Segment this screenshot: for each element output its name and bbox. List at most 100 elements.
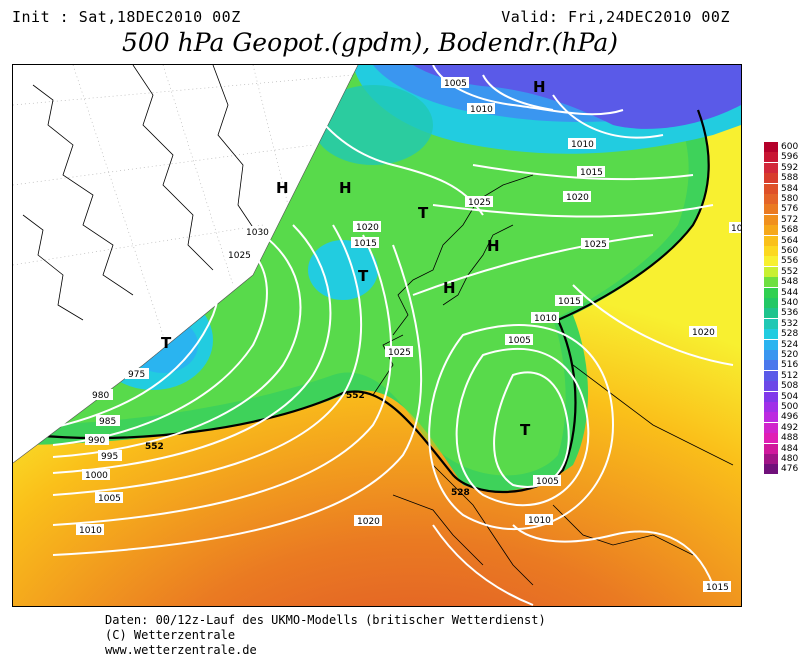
- legend-entry: 584: [764, 183, 799, 194]
- graticule: [13, 65, 354, 366]
- legend-label: 560: [781, 246, 799, 256]
- legend-label: 596: [781, 152, 799, 163]
- legend-swatch: [764, 256, 778, 267]
- isobar-labels: 1005 1010 1010 1015 1020 1025 1025 1030 …: [76, 77, 741, 593]
- legend-entry: 524: [764, 339, 799, 350]
- isobar-label: 1005: [441, 77, 469, 89]
- legend-swatch: [764, 422, 778, 433]
- isobar-label: 1010: [467, 103, 495, 115]
- isobar-label: 995: [98, 450, 122, 462]
- high-center: H: [533, 78, 546, 96]
- init-time: Init : Sat,18DEC2010 00Z: [12, 8, 241, 26]
- isobar-label: 1015: [703, 581, 731, 593]
- legend-swatch: [764, 162, 778, 173]
- north-coastlines: [22, 65, 259, 321]
- legend-entry: 516: [764, 360, 798, 371]
- isobar-label: 1020: [353, 221, 381, 233]
- isobar-label: 1020: [689, 326, 717, 338]
- legend-swatch: [764, 298, 778, 308]
- svg-text:1025: 1025: [388, 348, 411, 358]
- legend-swatch: [764, 152, 778, 163]
- svg-text:1015: 1015: [558, 297, 581, 307]
- valid-time: Valid: Fri,24DEC2010 00Z: [501, 8, 730, 26]
- high-center: H: [487, 237, 500, 255]
- data-wedge-border: [13, 65, 359, 464]
- legend-swatch: [764, 412, 778, 423]
- legend-label: 548: [781, 277, 799, 288]
- legend-entry: 512: [764, 370, 798, 381]
- legend-entry: 572: [764, 214, 798, 225]
- isobar-label: 1025: [581, 238, 609, 250]
- legend-swatch: [764, 235, 778, 246]
- legend-entry: 536: [764, 308, 798, 319]
- legend-label: 480: [781, 454, 799, 464]
- svg-text:1010: 1010: [528, 516, 551, 526]
- legend-label: 532: [781, 318, 799, 329]
- footer-url: www.wetterzentrale.de: [105, 643, 257, 657]
- legend-entry: 500: [764, 402, 798, 412]
- svg-text:1020: 1020: [566, 193, 589, 203]
- svg-text:1005: 1005: [536, 477, 559, 487]
- isobar-label: 1025: [385, 346, 413, 358]
- legend-swatch: [764, 266, 778, 277]
- field-low-mid: [308, 240, 378, 300]
- legend-label: 556: [781, 256, 799, 267]
- europe-coastlines: [372, 174, 734, 586]
- legend-swatch: [764, 142, 778, 152]
- legend-swatch: [764, 454, 778, 464]
- legend-label: 592: [781, 162, 799, 173]
- legend-swatch: [764, 391, 778, 402]
- svg-text:1025: 1025: [468, 198, 491, 208]
- legend-swatch: [764, 246, 778, 256]
- svg-text:985: 985: [99, 417, 116, 427]
- legend-label: 488: [781, 433, 799, 444]
- legend-label: 576: [781, 204, 799, 215]
- svg-text:1010: 1010: [571, 140, 594, 150]
- svg-text:1020: 1020: [692, 328, 715, 338]
- legend-label: 564: [781, 235, 799, 246]
- svg-text:1010: 1010: [79, 526, 102, 536]
- isobar-label: 1030: [243, 226, 271, 238]
- contour-labels: 552 552 528: [145, 391, 470, 498]
- legend-label: 584: [781, 183, 799, 194]
- low-center: T: [358, 267, 369, 285]
- legend-entry: 476: [764, 464, 799, 475]
- svg-text:1015: 1015: [731, 224, 741, 234]
- legend-swatch: [764, 433, 778, 444]
- svg-text:1005: 1005: [444, 79, 467, 89]
- legend-swatch: [764, 214, 778, 225]
- high-center: H: [339, 179, 352, 197]
- legend-swatch: [764, 443, 778, 454]
- isobar-label: 980: [89, 389, 113, 401]
- legend-swatch: [764, 194, 778, 204]
- legend-entry: 480: [764, 454, 798, 464]
- field-violet-north: [413, 65, 741, 129]
- legend-label: 524: [781, 339, 799, 350]
- field-cyan-iceland: [313, 85, 433, 165]
- contour-label: 552: [346, 391, 365, 401]
- isobar-label: 1015: [351, 237, 379, 249]
- legend-swatch: [764, 204, 778, 215]
- legend-entry: 488: [764, 433, 799, 444]
- legend-entry: 568: [764, 225, 798, 236]
- legend-swatch: [764, 402, 778, 412]
- legend-entry: 600: [764, 142, 798, 152]
- legend-swatch: [764, 339, 778, 350]
- legend-label: 500: [781, 402, 799, 412]
- legend-entry: 520: [764, 350, 798, 360]
- legend-label: 476: [781, 464, 799, 475]
- legend-swatch: [764, 173, 778, 184]
- low-center: T: [520, 421, 531, 439]
- legend-label: 484: [781, 443, 799, 454]
- legend-label: 504: [781, 391, 799, 402]
- svg-text:1025: 1025: [584, 240, 607, 250]
- isobar-label: 1025: [465, 196, 493, 208]
- high-center: H: [443, 279, 456, 297]
- isobars: [32, 65, 734, 606]
- svg-text:1015: 1015: [580, 168, 603, 178]
- footer-source: Daten: 00/12z-Lauf des UKMO-Modells (bri…: [105, 613, 546, 627]
- legend-entry: 508: [764, 381, 798, 392]
- legend-swatch: [764, 318, 778, 329]
- isobar-label: 985: [96, 415, 120, 427]
- legend-swatch: [764, 464, 778, 475]
